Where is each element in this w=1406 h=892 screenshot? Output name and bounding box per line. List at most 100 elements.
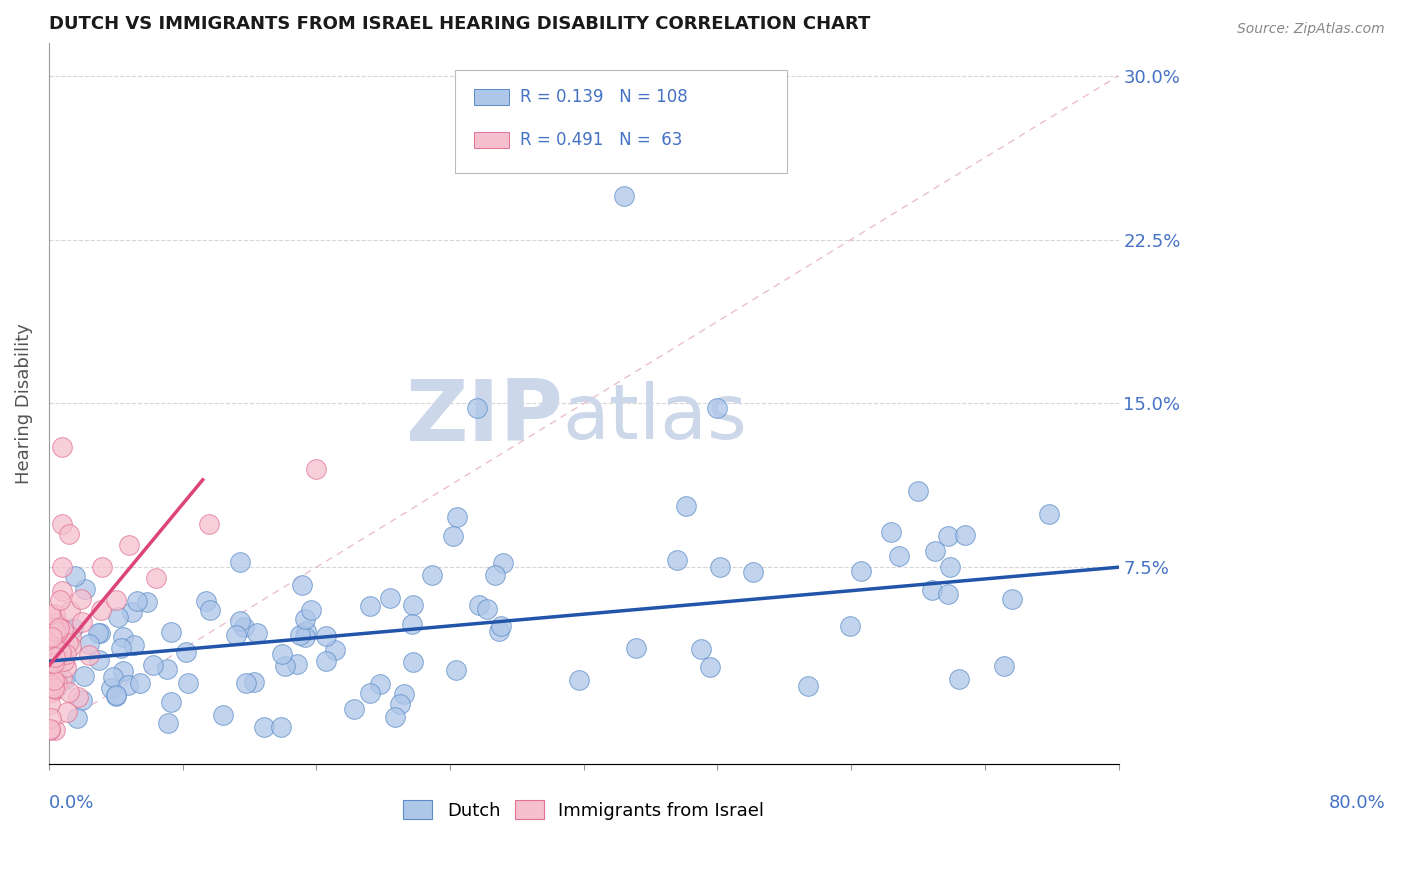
Point [112,664,135,678]
Point [41,678,63,692]
Point [121,605,143,619]
Point [55,659,77,673]
Point [1001,592,1024,607]
Point [675,499,697,513]
Point [77,648,100,662]
Point [66,690,89,705]
Point [49,645,72,659]
Point [51,584,73,599]
Point [48,638,70,652]
Point [41,684,63,698]
Point [145,571,167,585]
Point [288,628,311,642]
Point [228,555,250,569]
Point [42,620,65,634]
Point [176,645,198,659]
Point [58,685,80,699]
FancyBboxPatch shape [474,132,509,148]
Point [45,676,67,690]
Point [441,529,464,543]
Point [45,615,67,630]
Point [706,401,728,415]
Point [359,599,381,613]
Text: Source: ZipAtlas.com: Source: ZipAtlas.com [1237,22,1385,37]
Point [294,631,316,645]
Point [225,628,247,642]
Point [613,189,636,203]
Point [79,637,101,651]
Point [51,440,73,454]
Point [907,483,929,498]
Point [86,626,108,640]
Point [117,678,139,692]
Point [89,626,111,640]
Point [127,594,149,608]
Point [198,603,221,617]
Point [626,641,648,656]
Point [851,564,873,578]
Point [42,657,65,671]
Point [38,698,60,712]
Point [129,675,152,690]
Text: R = 0.139   N = 108: R = 0.139 N = 108 [520,88,688,106]
Point [242,675,264,690]
Y-axis label: Hearing Disability: Hearing Disability [15,323,32,483]
Point [290,578,312,592]
Point [103,671,125,685]
Point [39,711,62,725]
Point [270,720,292,734]
Point [59,604,82,618]
Point [953,528,976,542]
Point [253,720,276,734]
Point [157,715,180,730]
Point [212,708,235,723]
Point [489,618,512,632]
Point [315,629,337,643]
Point [889,549,911,563]
Point [287,657,309,672]
Point [63,569,86,583]
Point [41,640,63,654]
Point [299,603,322,617]
Point [60,639,83,653]
Point [38,723,60,737]
Point [948,673,970,687]
Text: DUTCH VS IMMIGRANTS FROM ISRAEL HEARING DISABILITY CORRELATION CHART: DUTCH VS IMMIGRANTS FROM ISRAEL HEARING … [49,15,870,33]
Point [46,624,69,638]
Point [394,687,416,701]
Point [389,697,412,711]
Point [136,595,159,609]
Point [44,621,66,635]
Point [87,653,110,667]
Point [46,676,69,690]
Point [142,658,165,673]
Point [58,527,80,541]
Point [38,722,60,736]
Point [105,689,128,703]
Point [709,559,731,574]
Point [699,659,721,673]
Point [72,692,94,706]
Point [159,695,181,709]
Point [492,556,515,570]
Point [42,639,65,653]
Point [38,657,60,672]
Point [568,673,591,688]
Point [484,567,506,582]
Point [44,607,66,621]
Point [477,602,499,616]
Point [159,624,181,639]
Point [66,711,89,725]
Point [936,587,959,601]
Point [315,655,337,669]
Point [689,641,711,656]
Point [44,682,66,697]
Point [42,673,65,687]
Point [90,603,112,617]
Point [91,560,114,574]
Point [194,594,217,608]
Point [45,678,67,692]
Point [41,642,63,657]
Point [75,582,97,597]
Point [46,654,69,668]
